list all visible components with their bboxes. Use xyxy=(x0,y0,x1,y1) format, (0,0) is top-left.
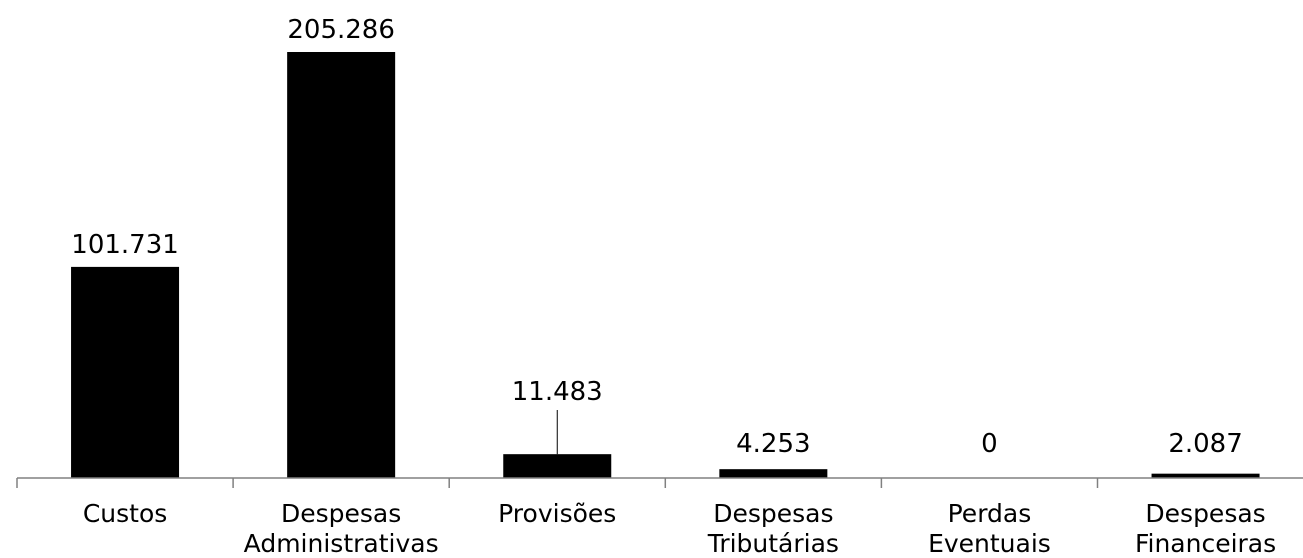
x-tick-label: Despesas Tributárias xyxy=(707,499,839,558)
data-label: 4.253 xyxy=(736,429,810,459)
x-tick-label-line: Perdas xyxy=(948,499,1032,528)
x-tick-label-line: Despesas xyxy=(713,499,833,528)
data-label: 101.731 xyxy=(71,230,179,260)
x-tick-label: Despesas Administrativas xyxy=(244,499,439,558)
bar xyxy=(719,469,828,478)
data-label: 2.087 xyxy=(1168,429,1242,459)
x-tick-label-line: Despesas xyxy=(281,499,401,528)
data-label: 0 xyxy=(981,429,998,459)
x-tick-label-line: Provisões xyxy=(498,499,616,528)
x-tick-label: Despesas Financeiras xyxy=(1135,499,1276,558)
bar xyxy=(71,266,180,478)
x-tick-label-line: Custos xyxy=(83,499,167,528)
bar xyxy=(503,454,612,478)
x-tick-label-line: Financeiras xyxy=(1135,529,1276,558)
x-tick-label-line: Administrativas xyxy=(244,529,439,558)
value-labels-layer: 101.731 205.286 11.483 4.253 0 2.087 xyxy=(71,15,1242,459)
x-tick-label-line: Eventuais xyxy=(928,529,1051,558)
x-tick-label-line: Tributárias xyxy=(707,529,839,558)
x-tick-label: Perdas Eventuais xyxy=(928,499,1051,558)
bar xyxy=(287,52,396,478)
x-tick-label-line: Despesas xyxy=(1145,499,1265,528)
x-tick-label: Provisões xyxy=(498,499,616,528)
data-label: 11.483 xyxy=(512,377,603,407)
bars-layer xyxy=(71,52,1260,478)
bar xyxy=(1151,473,1260,478)
x-axis xyxy=(16,477,1303,488)
x-tick-label: Custos xyxy=(83,499,167,528)
data-label: 205.286 xyxy=(287,15,395,45)
